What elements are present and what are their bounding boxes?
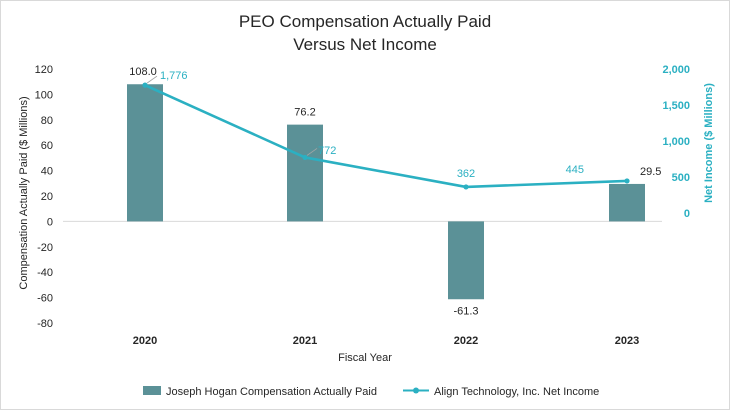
right-axis-tick-label: 1,000: [662, 136, 690, 148]
bar-series: [127, 84, 645, 300]
right-axis-tick-label: 1,500: [662, 100, 690, 112]
legend-swatch-marker: [413, 387, 419, 394]
net-income-value-label: 772: [318, 145, 336, 157]
x-category-label: 2023: [615, 335, 639, 347]
legend-label-bar: Joseph Hogan Compensation Actually Paid: [166, 386, 377, 398]
data-labels: 108.0 76.2 -61.3 29.5 1,776 772 362 445: [129, 66, 661, 317]
left-axis-tick-label: 60: [41, 140, 53, 152]
bar-2021: [287, 124, 323, 222]
chart-title-line-2: Versus Net Income: [293, 35, 437, 54]
leader-line-2020: [146, 75, 158, 84]
left-axis-tick-label: -60: [37, 293, 53, 305]
left-axis-title: Compensation Actually Paid ($ Millions): [18, 96, 30, 289]
x-axis-title: Fiscal Year: [338, 352, 392, 364]
left-axis-tick-label: 0: [47, 216, 53, 228]
bar-value-label: 29.5: [640, 166, 661, 178]
net-income-line: [144, 83, 628, 189]
left-axis-tick-label: 80: [41, 115, 53, 127]
right-axis-title: Net Income ($ Millions): [703, 83, 715, 203]
line-series: [142, 82, 630, 190]
bar-2020: [127, 84, 163, 222]
net-income-value-label: 362: [457, 168, 475, 180]
x-category-label: 2020: [133, 335, 157, 347]
net-income-point-2021: [302, 154, 308, 161]
net-income-value-label: 1,776: [160, 70, 188, 82]
legend-swatch-bar: [143, 386, 161, 395]
legend: Joseph Hogan Compensation Actually Paid …: [143, 386, 599, 398]
bar-value-label: 108.0: [129, 66, 157, 78]
leader-line-2021: [306, 148, 318, 156]
x-category-label: 2021: [293, 335, 317, 347]
net-income-point-2020: [142, 82, 148, 88]
net-income-point-2022: [463, 184, 469, 190]
bar-2022: [448, 221, 484, 300]
legend-label-line: Align Technology, Inc. Net Income: [434, 386, 599, 398]
net-income-value-label: 445: [566, 164, 584, 176]
left-axis-tick-label: -20: [37, 242, 53, 254]
bar-2023: [609, 183, 645, 222]
left-axis-tick-label: 100: [35, 89, 53, 101]
x-axis-categories: 2020 2021 2022 2023: [133, 335, 639, 347]
bar-value-label: -61.3: [453, 305, 478, 317]
chart-title-line-1: PEO Compensation Actually Paid: [239, 12, 491, 31]
left-axis-tick-label: 20: [41, 191, 53, 203]
right-axis-tick-label: 500: [672, 172, 690, 184]
right-axis-tick-label: 0: [684, 208, 690, 220]
right-axis-ticks: 2,000 1,500 1,000 500 0: [662, 64, 690, 220]
right-axis-tick-label: 2,000: [662, 64, 690, 76]
left-axis-tick-label: -40: [37, 267, 53, 279]
net-income-point-2023: [624, 178, 630, 184]
x-category-label: 2022: [454, 335, 478, 347]
left-axis-tick-label: 40: [41, 166, 53, 178]
bar-value-label: 76.2: [294, 107, 315, 119]
left-axis-ticks: 120 100 80 60 40 20 0 -20 -40 -60 -80: [35, 64, 53, 330]
left-axis-tick-label: 120: [35, 64, 53, 76]
left-axis-tick-label: -80: [37, 318, 53, 330]
